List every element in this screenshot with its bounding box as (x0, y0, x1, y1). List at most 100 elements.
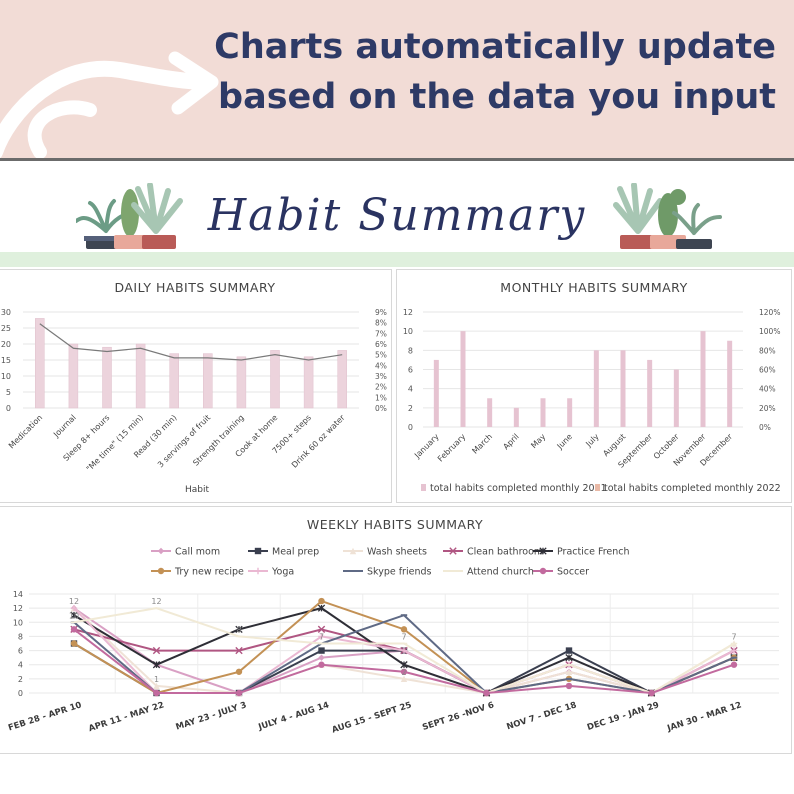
marker (235, 689, 243, 697)
y-tick-label: 8 (408, 346, 413, 355)
marker (565, 647, 573, 654)
x-tick-label: SEPT 26 -NOV 6 (421, 700, 495, 733)
x-tick-label: DEC 19 - JAN 29 (586, 700, 660, 733)
marker (152, 646, 161, 655)
marker (318, 654, 325, 661)
marker (449, 547, 457, 555)
daily-chart: 0 5 10 15 20 25 30 0% 1%2% 3% 4%5% 6% 7%8% 9% Medicati… (1, 308, 387, 495)
secondary-y-tick-label: 7% (375, 329, 387, 338)
y-tick-label: 12 (403, 308, 413, 317)
bar (169, 353, 179, 409)
legend-label: Try new recipe (174, 567, 244, 578)
secondary-y-tick-label: 0% (759, 423, 771, 432)
marker (317, 604, 326, 612)
x-tick-label: April (501, 432, 520, 451)
marker (349, 547, 357, 555)
monthly-chart-panel: MONTHLY HABITS SUMMARY 0 2 4 6 8 10 12 0% 20% 40%… (396, 269, 792, 503)
banner-headline: Charts automatically update based on the… (214, 22, 776, 122)
marker (400, 647, 408, 654)
marker (400, 661, 408, 669)
bar (700, 331, 706, 427)
marker (400, 675, 408, 683)
marker (70, 604, 78, 612)
marker (730, 647, 738, 654)
monthly-chart: 0246810120%20%40%60%80%100%120%JanuaryFe… (403, 308, 781, 494)
data-label: 12 (151, 597, 161, 606)
data-label: 2 (401, 668, 406, 677)
x-tick-label: Journal (51, 413, 78, 440)
weekly-chart-panel: WEEKLY HABITS SUMMARY 0 2 4 6 8 10 12 14 FEB 28 … (0, 506, 792, 754)
secondary-y-tick-label: 5% (375, 351, 387, 360)
marker (565, 682, 573, 690)
x-tick-label: JULY 4 - AUG 14 (256, 700, 330, 733)
y-tick-label: 6 (408, 366, 413, 375)
bar (135, 343, 146, 409)
y-tick-label: 20 (1, 340, 11, 349)
marker (318, 647, 325, 654)
banner-line-1: Charts automatically update (214, 27, 776, 67)
curved-arrow-icon (0, 51, 219, 158)
succulent-pots-left-icon (76, 183, 183, 249)
marker (318, 597, 325, 605)
marker (70, 626, 78, 633)
legend-swatch (421, 484, 426, 491)
secondary-y-tick-label: 2% (375, 383, 387, 392)
bar (673, 369, 679, 427)
secondary-y-tick-label: 1% (375, 393, 387, 402)
secondary-y-tick-label: 60% (759, 366, 776, 375)
data-label: 8 (236, 625, 241, 634)
y-tick-label: 14 (13, 590, 23, 599)
x-tick-label: Medication (7, 413, 44, 450)
succulent-pots-right-icon (613, 183, 722, 249)
page-title: Habit Summary (207, 190, 587, 241)
bar (487, 398, 493, 427)
bar (337, 350, 347, 409)
x-axis-label: Habit (185, 485, 209, 495)
y-tick-label: 0 (6, 404, 11, 413)
secondary-y-tick-label: 20% (759, 404, 776, 413)
y-tick-label: 10 (403, 327, 413, 336)
bar (236, 356, 247, 409)
daily-chart-panel: DAILY HABITS SUMMARY 0 5 10 15 20 25 30 0% 1% 2% 3… (0, 269, 392, 503)
marker (152, 661, 161, 669)
bar (303, 356, 314, 409)
x-tick-label: February (436, 432, 468, 464)
marker (730, 661, 738, 668)
marker (157, 547, 165, 555)
x-tick-label: March (470, 432, 494, 456)
marker (318, 661, 325, 668)
legend-label: Wash sheets (367, 547, 427, 558)
secondary-y-tick-label: 6% (375, 340, 387, 349)
data-label: 12 (69, 597, 79, 606)
y-tick-label: 2 (18, 675, 23, 684)
y-tick-label: 10 (13, 618, 23, 627)
secondary-y-tick-label: 120% (759, 308, 780, 317)
y-tick-label: 5 (6, 388, 11, 397)
divider (0, 158, 794, 161)
marker (235, 646, 243, 655)
percent-line (39, 323, 343, 361)
legend-label: Skype friends (367, 567, 431, 578)
bar (203, 353, 213, 409)
marker (648, 689, 655, 697)
x-tick-label: July (584, 432, 601, 449)
marker (70, 611, 78, 619)
bar (460, 331, 466, 427)
green-strip (0, 252, 794, 267)
x-tick-label: FEB 28 - APR 10 (7, 700, 83, 733)
banner-line-2: based on the data you input (218, 77, 776, 117)
bar (620, 350, 626, 427)
y-tick-label: 6 (18, 647, 23, 656)
legend-label: total habits completed monthly 2022 (604, 483, 781, 494)
legend-label: Attend church (467, 567, 534, 578)
y-tick-label: 15 (1, 356, 11, 365)
data-label: 7 (401, 633, 406, 642)
x-tick-label: NOV 7 - DEC 18 (505, 700, 578, 732)
x-tick-label: APR 11 - MAY 22 (87, 700, 165, 734)
y-tick-label: 8 (18, 632, 23, 641)
y-tick-label: 4 (18, 661, 23, 670)
x-tick-label: August (601, 432, 627, 458)
bar (68, 343, 79, 409)
marker (539, 567, 547, 575)
marker (235, 625, 243, 634)
